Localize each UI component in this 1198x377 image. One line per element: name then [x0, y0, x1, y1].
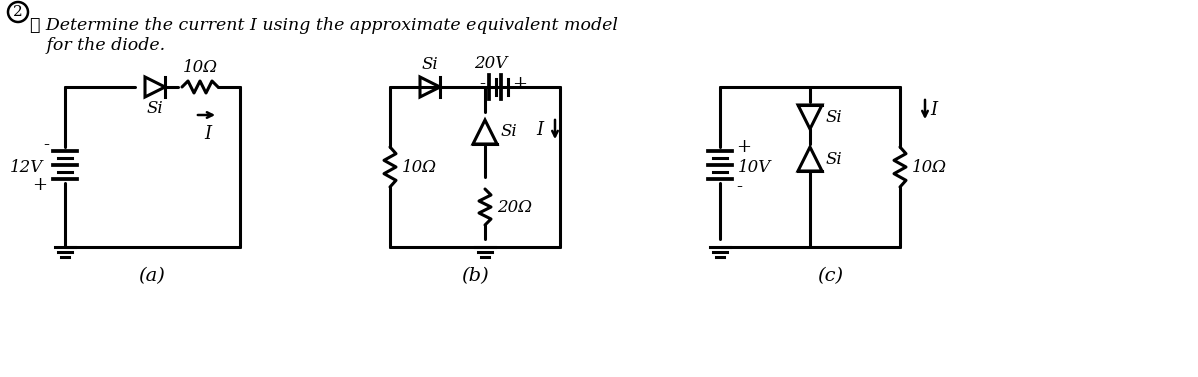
Text: I: I [930, 101, 937, 119]
Text: +: + [512, 75, 527, 93]
Text: Si: Si [422, 56, 438, 73]
Text: (c): (c) [817, 267, 843, 285]
Text: 10Ω: 10Ω [403, 158, 437, 176]
Text: for the diode.: for the diode. [30, 37, 165, 54]
Text: -: - [479, 75, 485, 93]
Text: 20Ω: 20Ω [497, 199, 532, 216]
Text: Si: Si [825, 150, 842, 167]
Text: I: I [536, 121, 543, 139]
Text: 10V: 10V [738, 158, 772, 176]
Text: Si: Si [501, 124, 518, 141]
Text: -: - [43, 136, 49, 154]
Text: 10Ω: 10Ω [182, 59, 218, 76]
Text: 2: 2 [13, 5, 23, 19]
Text: -: - [736, 178, 742, 196]
Text: +: + [736, 138, 751, 156]
Text: ② Determine the current I using the approximate equivalent model: ② Determine the current I using the appr… [30, 17, 618, 34]
Text: Si: Si [146, 100, 163, 117]
Text: 10Ω: 10Ω [912, 158, 946, 176]
Text: 20V: 20V [474, 55, 508, 72]
Text: I: I [205, 125, 212, 143]
Text: +: + [32, 176, 47, 194]
Text: Si: Si [825, 109, 842, 126]
Text: (b): (b) [461, 267, 489, 285]
Text: (a): (a) [139, 267, 165, 285]
Text: 12V: 12V [10, 158, 43, 176]
